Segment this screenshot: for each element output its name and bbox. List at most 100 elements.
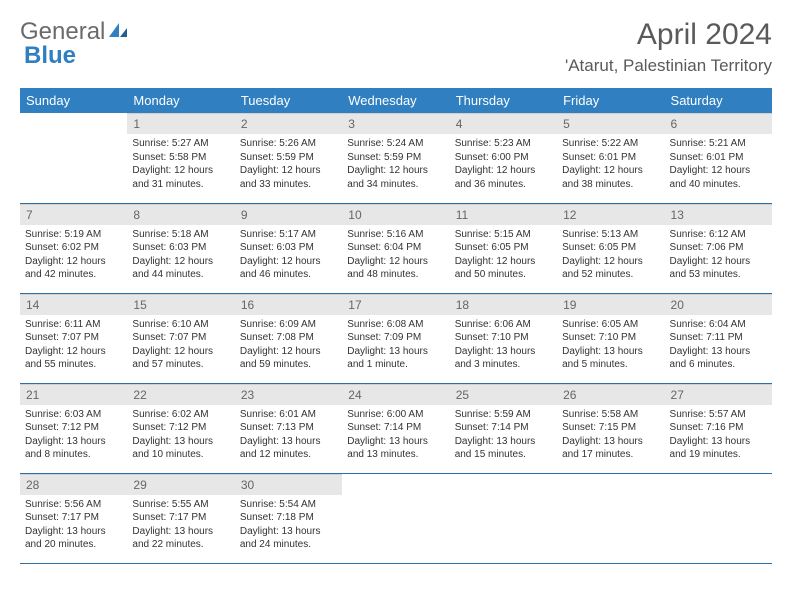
sunset-text: Sunset: 7:12 PM xyxy=(25,421,122,435)
day-number: 25 xyxy=(450,384,557,405)
day-number: 17 xyxy=(342,294,449,315)
sunrise-text: Sunrise: 5:58 AM xyxy=(562,408,659,422)
sunset-text: Sunset: 7:07 PM xyxy=(25,331,122,345)
daylight-text: Daylight: 13 hours and 22 minutes. xyxy=(132,525,229,552)
sunset-text: Sunset: 6:04 PM xyxy=(347,241,444,255)
sunrise-text: Sunrise: 6:11 AM xyxy=(25,318,122,332)
day-number: 9 xyxy=(235,204,342,225)
day-number: 4 xyxy=(450,113,557,134)
day-details: Sunrise: 5:59 AMSunset: 7:14 PMDaylight:… xyxy=(450,405,557,467)
day-details: Sunrise: 5:16 AMSunset: 6:04 PMDaylight:… xyxy=(342,225,449,287)
weekday-header: Saturday xyxy=(665,88,772,113)
daylight-text: Daylight: 12 hours and 57 minutes. xyxy=(132,345,229,372)
day-details: Sunrise: 6:11 AMSunset: 7:07 PMDaylight:… xyxy=(20,315,127,377)
sunset-text: Sunset: 5:58 PM xyxy=(132,151,229,165)
sunset-text: Sunset: 6:01 PM xyxy=(670,151,767,165)
sunset-text: Sunset: 7:14 PM xyxy=(347,421,444,435)
day-number: 23 xyxy=(235,384,342,405)
weekday-header: Wednesday xyxy=(342,88,449,113)
day-number: 28 xyxy=(20,474,127,495)
day-details: Sunrise: 5:26 AMSunset: 5:59 PMDaylight:… xyxy=(235,134,342,196)
day-details: Sunrise: 5:18 AMSunset: 6:03 PMDaylight:… xyxy=(127,225,234,287)
sunset-text: Sunset: 7:12 PM xyxy=(132,421,229,435)
day-number: 30 xyxy=(235,474,342,495)
sunset-text: Sunset: 7:13 PM xyxy=(240,421,337,435)
calendar-day-cell: 23Sunrise: 6:01 AMSunset: 7:13 PMDayligh… xyxy=(235,383,342,473)
day-details: Sunrise: 5:15 AMSunset: 6:05 PMDaylight:… xyxy=(450,225,557,287)
daylight-text: Daylight: 12 hours and 31 minutes. xyxy=(132,164,229,191)
day-number: 13 xyxy=(665,204,772,225)
daylight-text: Daylight: 13 hours and 10 minutes. xyxy=(132,435,229,462)
day-number: 22 xyxy=(127,384,234,405)
day-number: 26 xyxy=(557,384,664,405)
sunrise-text: Sunrise: 6:02 AM xyxy=(132,408,229,422)
day-details: Sunrise: 6:10 AMSunset: 7:07 PMDaylight:… xyxy=(127,315,234,377)
calendar-body: 1Sunrise: 5:27 AMSunset: 5:58 PMDaylight… xyxy=(20,113,772,563)
day-details: Sunrise: 6:02 AMSunset: 7:12 PMDaylight:… xyxy=(127,405,234,467)
calendar-day-cell: 29Sunrise: 5:55 AMSunset: 7:17 PMDayligh… xyxy=(127,473,234,563)
sunset-text: Sunset: 5:59 PM xyxy=(240,151,337,165)
day-number: 2 xyxy=(235,113,342,134)
sunrise-text: Sunrise: 6:00 AM xyxy=(347,408,444,422)
day-details: Sunrise: 5:17 AMSunset: 6:03 PMDaylight:… xyxy=(235,225,342,287)
day-details: Sunrise: 6:09 AMSunset: 7:08 PMDaylight:… xyxy=(235,315,342,377)
daylight-text: Daylight: 13 hours and 19 minutes. xyxy=(670,435,767,462)
daylight-text: Daylight: 13 hours and 13 minutes. xyxy=(347,435,444,462)
day-details: Sunrise: 6:00 AMSunset: 7:14 PMDaylight:… xyxy=(342,405,449,467)
calendar-day-cell xyxy=(557,473,664,563)
calendar-day-cell: 15Sunrise: 6:10 AMSunset: 7:07 PMDayligh… xyxy=(127,293,234,383)
sunset-text: Sunset: 7:17 PM xyxy=(25,511,122,525)
calendar-week-row: 21Sunrise: 6:03 AMSunset: 7:12 PMDayligh… xyxy=(20,383,772,473)
sunrise-text: Sunrise: 6:04 AM xyxy=(670,318,767,332)
calendar-day-cell: 21Sunrise: 6:03 AMSunset: 7:12 PMDayligh… xyxy=(20,383,127,473)
daylight-text: Daylight: 13 hours and 24 minutes. xyxy=(240,525,337,552)
day-number: 29 xyxy=(127,474,234,495)
day-number: 5 xyxy=(557,113,664,134)
day-number: 7 xyxy=(20,204,127,225)
sunset-text: Sunset: 7:10 PM xyxy=(455,331,552,345)
sunset-text: Sunset: 5:59 PM xyxy=(347,151,444,165)
day-details: Sunrise: 6:12 AMSunset: 7:06 PMDaylight:… xyxy=(665,225,772,287)
calendar-day-cell: 30Sunrise: 5:54 AMSunset: 7:18 PMDayligh… xyxy=(235,473,342,563)
sunrise-text: Sunrise: 5:24 AM xyxy=(347,137,444,151)
day-details: Sunrise: 6:06 AMSunset: 7:10 PMDaylight:… xyxy=(450,315,557,377)
header: General April 2024 'Atarut, Palestinian … xyxy=(20,18,772,76)
day-details: Sunrise: 5:55 AMSunset: 7:17 PMDaylight:… xyxy=(127,495,234,557)
day-details: Sunrise: 5:58 AMSunset: 7:15 PMDaylight:… xyxy=(557,405,664,467)
sunset-text: Sunset: 6:02 PM xyxy=(25,241,122,255)
sunrise-text: Sunrise: 6:06 AM xyxy=(455,318,552,332)
day-number: 18 xyxy=(450,294,557,315)
calendar-day-cell: 25Sunrise: 5:59 AMSunset: 7:14 PMDayligh… xyxy=(450,383,557,473)
sunrise-text: Sunrise: 5:59 AM xyxy=(455,408,552,422)
daylight-text: Daylight: 13 hours and 1 minute. xyxy=(347,345,444,372)
day-number: 15 xyxy=(127,294,234,315)
daylight-text: Daylight: 12 hours and 33 minutes. xyxy=(240,164,337,191)
day-details: Sunrise: 6:08 AMSunset: 7:09 PMDaylight:… xyxy=(342,315,449,377)
sunrise-text: Sunrise: 5:22 AM xyxy=(562,137,659,151)
sunrise-text: Sunrise: 6:01 AM xyxy=(240,408,337,422)
weekday-header: Monday xyxy=(127,88,234,113)
sunrise-text: Sunrise: 5:19 AM xyxy=(25,228,122,242)
sunset-text: Sunset: 7:16 PM xyxy=(670,421,767,435)
daylight-text: Daylight: 13 hours and 3 minutes. xyxy=(455,345,552,372)
day-details: Sunrise: 5:27 AMSunset: 5:58 PMDaylight:… xyxy=(127,134,234,196)
day-details: Sunrise: 5:21 AMSunset: 6:01 PMDaylight:… xyxy=(665,134,772,196)
sunrise-text: Sunrise: 5:56 AM xyxy=(25,498,122,512)
day-number: 3 xyxy=(342,113,449,134)
day-number: 6 xyxy=(665,113,772,134)
sunset-text: Sunset: 6:01 PM xyxy=(562,151,659,165)
day-number: 27 xyxy=(665,384,772,405)
location-label: 'Atarut, Palestinian Territory xyxy=(565,56,772,76)
sunset-text: Sunset: 7:07 PM xyxy=(132,331,229,345)
calendar-day-cell: 8Sunrise: 5:18 AMSunset: 6:03 PMDaylight… xyxy=(127,203,234,293)
day-details: Sunrise: 6:01 AMSunset: 7:13 PMDaylight:… xyxy=(235,405,342,467)
month-title: April 2024 xyxy=(565,18,772,52)
weekday-header: Friday xyxy=(557,88,664,113)
daylight-text: Daylight: 12 hours and 55 minutes. xyxy=(25,345,122,372)
sunrise-text: Sunrise: 5:55 AM xyxy=(132,498,229,512)
sunrise-text: Sunrise: 6:03 AM xyxy=(25,408,122,422)
calendar-table: SundayMondayTuesdayWednesdayThursdayFrid… xyxy=(20,88,772,564)
sunset-text: Sunset: 7:09 PM xyxy=(347,331,444,345)
sunrise-text: Sunrise: 5:23 AM xyxy=(455,137,552,151)
day-number: 20 xyxy=(665,294,772,315)
